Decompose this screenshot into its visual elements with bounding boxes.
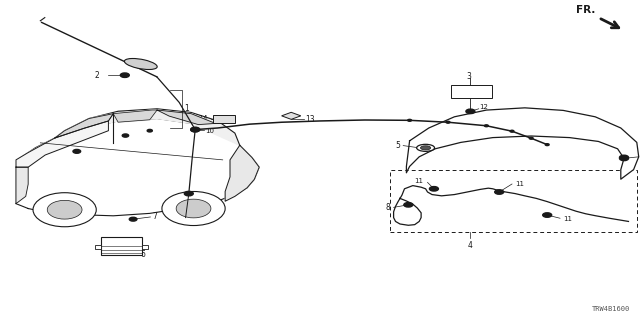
Ellipse shape [124,59,157,69]
Text: 10: 10 [205,128,214,134]
Text: 6: 6 [141,250,146,259]
Polygon shape [16,167,28,204]
Circle shape [446,121,450,123]
Circle shape [122,134,129,137]
Polygon shape [406,108,639,179]
Polygon shape [282,112,301,119]
Ellipse shape [417,144,435,151]
Bar [142,245,148,249]
Circle shape [429,187,438,191]
Text: 12: 12 [479,104,488,110]
Bar [95,245,101,249]
Text: TRW4B1600: TRW4B1600 [592,306,630,312]
Circle shape [184,191,193,196]
Circle shape [53,204,76,215]
Text: 7: 7 [152,212,157,221]
Ellipse shape [162,191,225,226]
Circle shape [620,156,628,161]
Text: FR.: FR. [576,5,595,15]
Polygon shape [157,110,216,124]
FancyBboxPatch shape [213,115,235,123]
Polygon shape [225,145,259,201]
Circle shape [129,217,137,221]
Text: 13: 13 [305,115,315,124]
Circle shape [191,127,200,132]
Text: 4: 4 [468,241,473,250]
Bar [451,85,492,98]
Text: 14: 14 [198,115,208,124]
Circle shape [408,119,412,121]
Circle shape [466,109,475,114]
Bar [390,170,637,232]
Text: 3: 3 [466,72,471,81]
Circle shape [545,144,549,146]
Circle shape [510,130,514,132]
Text: 11: 11 [563,216,572,222]
Bar [101,237,142,255]
Text: 1: 1 [184,104,189,113]
Circle shape [191,127,200,132]
Ellipse shape [33,193,96,227]
Text: 11: 11 [415,178,424,184]
Text: 5: 5 [395,141,400,150]
Circle shape [495,190,504,194]
Circle shape [182,203,205,214]
Circle shape [120,73,129,77]
Circle shape [147,129,152,132]
Ellipse shape [420,146,431,150]
Polygon shape [113,110,157,122]
Ellipse shape [47,200,82,219]
Ellipse shape [176,199,211,218]
Circle shape [529,137,533,139]
Text: 11: 11 [515,181,524,187]
Circle shape [620,155,628,160]
Circle shape [73,149,81,153]
Circle shape [484,125,488,127]
Polygon shape [55,109,240,145]
Circle shape [543,213,552,217]
Polygon shape [55,114,113,138]
Circle shape [404,203,413,207]
Polygon shape [16,118,259,216]
Text: 8: 8 [386,203,390,212]
Text: 2: 2 [95,71,99,80]
Polygon shape [16,121,108,167]
